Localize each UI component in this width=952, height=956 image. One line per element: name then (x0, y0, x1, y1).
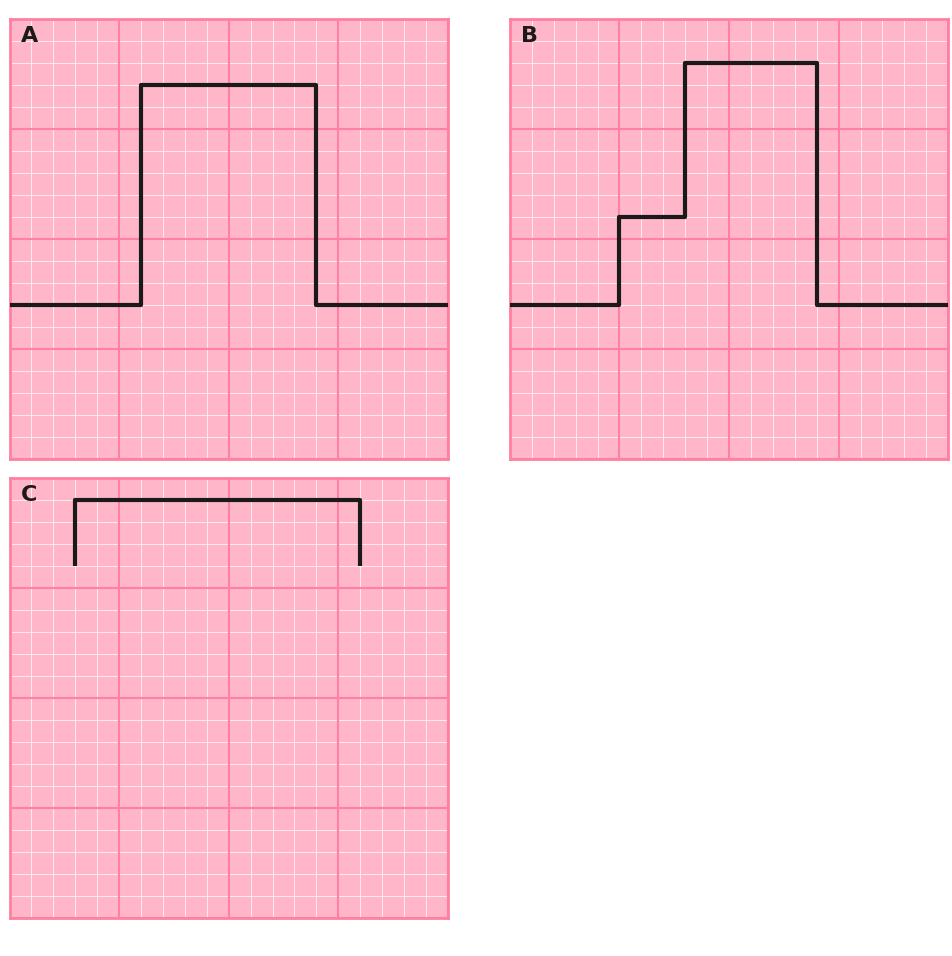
Text: A: A (21, 26, 38, 46)
Text: C: C (21, 485, 37, 505)
Text: B: B (520, 26, 537, 46)
